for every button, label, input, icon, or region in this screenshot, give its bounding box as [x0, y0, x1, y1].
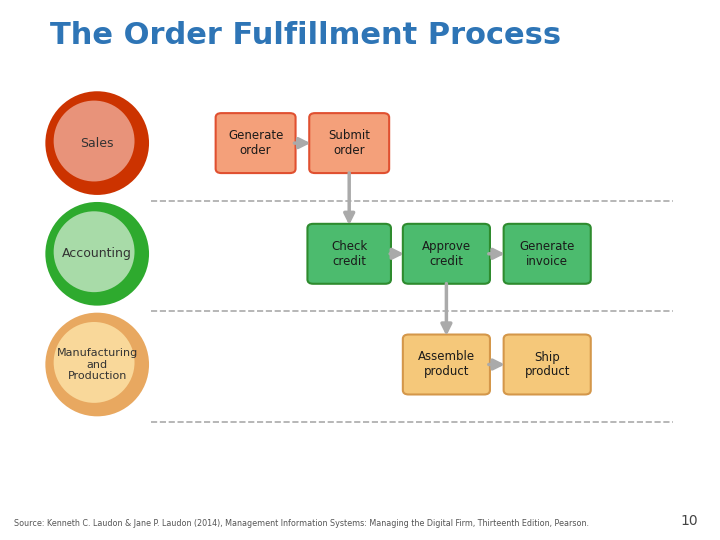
Ellipse shape — [45, 91, 149, 195]
Text: The Order Fulfillment Process: The Order Fulfillment Process — [50, 21, 562, 50]
FancyBboxPatch shape — [504, 334, 590, 394]
Ellipse shape — [45, 202, 149, 306]
Text: Generate
order: Generate order — [228, 129, 283, 157]
FancyBboxPatch shape — [216, 113, 296, 173]
Text: Sales: Sales — [81, 137, 114, 150]
Text: Check
credit: Check credit — [331, 240, 367, 268]
FancyBboxPatch shape — [310, 113, 389, 173]
Text: Ship
product: Ship product — [524, 350, 570, 379]
FancyBboxPatch shape — [403, 334, 490, 394]
FancyBboxPatch shape — [504, 224, 590, 284]
Ellipse shape — [45, 313, 149, 416]
Text: Source: Kenneth C. Laudon & Jane P. Laudon (2014), Management Information System: Source: Kenneth C. Laudon & Jane P. Laud… — [14, 519, 590, 528]
FancyBboxPatch shape — [307, 224, 391, 284]
Text: Submit
order: Submit order — [328, 129, 370, 157]
Text: Approve
credit: Approve credit — [422, 240, 471, 268]
Text: Assemble
product: Assemble product — [418, 350, 475, 379]
Text: Generate
invoice: Generate invoice — [520, 240, 575, 268]
FancyBboxPatch shape — [403, 224, 490, 284]
Ellipse shape — [54, 322, 135, 403]
Text: 10: 10 — [681, 514, 698, 528]
Text: Accounting: Accounting — [62, 247, 132, 260]
Ellipse shape — [54, 100, 135, 181]
Text: Manufacturing
and
Production: Manufacturing and Production — [57, 348, 138, 381]
Ellipse shape — [54, 211, 135, 292]
